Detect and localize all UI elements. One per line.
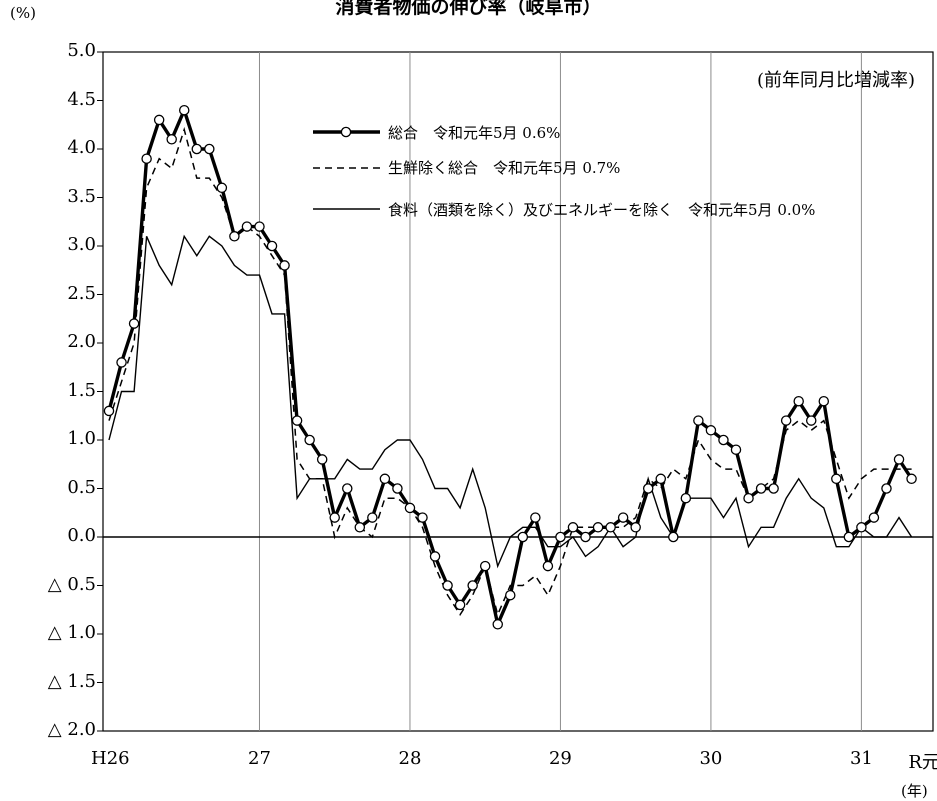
data-point [204, 143, 215, 155]
y-tick-label: 1.5 [67, 379, 96, 401]
data-point [893, 454, 905, 465]
chart-annotation: (前年同月比増減率) [756, 70, 915, 91]
data-point [718, 434, 729, 446]
y-tick-label: 1.0 [67, 428, 96, 449]
data-point [454, 599, 466, 611]
data-point [868, 512, 880, 523]
data-point [693, 415, 704, 426]
legend-marker-overall [340, 126, 352, 138]
data-point [254, 221, 265, 232]
y-tick-label: 2.5 [67, 282, 96, 304]
data-point [342, 483, 353, 494]
data-point [329, 512, 340, 523]
data-point [304, 434, 315, 446]
data-point [492, 619, 503, 630]
data-point [367, 512, 378, 523]
data-point [755, 483, 767, 494]
y-tick-label: 5.0 [67, 40, 96, 61]
y-tick-label: 4.5 [67, 88, 96, 110]
data-point [354, 522, 366, 533]
data-point [843, 531, 855, 543]
y-tick-label: 3.5 [67, 185, 96, 207]
data-point [479, 560, 491, 572]
data-point [567, 522, 579, 533]
legend-label-core: 生鮮除く総合 令和元年5月 0.7% [388, 159, 621, 177]
data-point [768, 483, 779, 494]
data-point [392, 483, 403, 494]
data-point [592, 522, 604, 533]
data-point [229, 231, 240, 242]
data-point [191, 143, 203, 155]
data-point [241, 221, 253, 232]
data-point [642, 483, 654, 494]
data-point [831, 473, 842, 485]
data-point [291, 415, 303, 426]
x-tick-label: 29 [548, 748, 572, 769]
data-point [617, 512, 629, 523]
x-tick-label: R元 [908, 752, 937, 773]
y-tick-label: △ 1.0 [47, 622, 96, 643]
data-point [805, 415, 817, 426]
data-point [279, 260, 290, 271]
data-point [881, 483, 892, 494]
data-point [580, 531, 591, 543]
data-point [542, 560, 554, 572]
x-tick-label: H26 [91, 748, 130, 769]
data-point [379, 473, 391, 485]
data-point [178, 104, 190, 116]
data-point [216, 182, 228, 194]
data-point [605, 522, 616, 533]
data-point [517, 531, 529, 543]
x-axis-unit: (年) [901, 782, 928, 800]
data-point [505, 589, 516, 601]
data-point [166, 134, 177, 145]
legend-label-overall: 総合 令和元年5月 0.6% [388, 124, 561, 142]
data-point [116, 357, 127, 368]
x-tick-label: 30 [699, 748, 723, 769]
x-tick-label: 27 [248, 748, 271, 769]
data-point [128, 318, 140, 329]
data-point [429, 551, 441, 562]
data-point [442, 580, 453, 591]
plot-frame [102, 51, 934, 732]
y-tick-label: △ 1.5 [47, 670, 96, 692]
series-line-2 [108, 234, 913, 569]
y-tick-label: 0.5 [67, 476, 96, 498]
data-point [103, 405, 115, 417]
legend-label-core-core: 食料（酒類を除く）及びエネルギーを除く 令和元年5月 0.0% [388, 201, 816, 219]
data-point [705, 425, 717, 436]
y-axis-unit: (%) [10, 4, 36, 22]
y-tick-label: 0.0 [67, 525, 96, 546]
data-point [404, 502, 416, 514]
data-point [153, 114, 165, 126]
data-point [680, 492, 692, 504]
data-point [266, 240, 278, 252]
chart-title: 消費者物価の伸び率（岐阜市） [335, 0, 602, 18]
data-point [793, 395, 804, 407]
y-tick-label: 4.0 [67, 137, 96, 158]
data-point [555, 531, 566, 543]
data-point [780, 415, 792, 426]
x-tick-label: 28 [398, 748, 422, 769]
data-point [417, 512, 428, 523]
x-tick-label: 31 [849, 748, 873, 769]
data-point [856, 522, 867, 533]
data-point [530, 512, 541, 523]
data-point [730, 444, 742, 455]
y-tick-label: 3.0 [67, 234, 96, 255]
data-point [906, 473, 917, 485]
data-point [141, 153, 152, 164]
data-point [467, 580, 478, 591]
series-line-0 [107, 108, 914, 626]
data-point [630, 522, 641, 533]
y-tick-label: △ 0.5 [47, 573, 96, 595]
data-point [655, 473, 667, 485]
data-point [316, 454, 328, 465]
y-tick-label: △ 2.0 [47, 719, 96, 740]
y-tick-label: 2.0 [67, 331, 96, 352]
data-point [668, 531, 679, 543]
data-point [818, 395, 830, 407]
data-point [743, 492, 754, 504]
